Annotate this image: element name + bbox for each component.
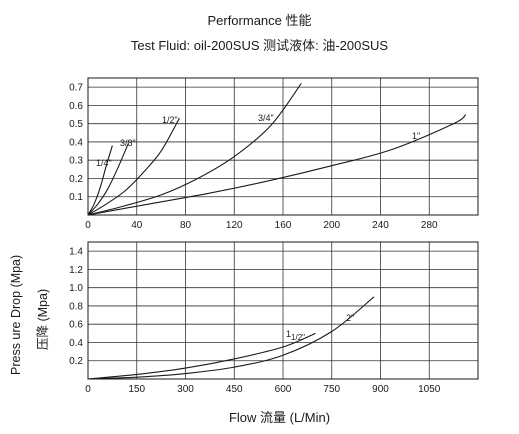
y-axis-label-chinese: 压降 (Mpa) (36, 288, 50, 350)
series-label: 1/4" (96, 158, 112, 168)
y-tick-label: 0.2 (69, 174, 83, 185)
x-tick-label: 900 (372, 384, 389, 395)
y-tick-label: 0.1 (69, 192, 83, 203)
series-line (87, 114, 467, 216)
series-label: 3/4" (258, 113, 274, 123)
y-tick-label: 0.6 (69, 320, 83, 331)
x-tick-label: 600 (275, 384, 292, 395)
x-tick-label: 200 (323, 220, 340, 231)
plot-frame (87, 77, 479, 216)
series-label-fraction: 1/2" (291, 333, 305, 342)
x-axis-label: Flow 流量 (L/Min) (228, 410, 331, 425)
y-tick-label: 0.6 (69, 101, 83, 112)
y-tick-label: 0.3 (69, 156, 83, 167)
x-tick-label: 40 (131, 220, 143, 231)
x-tick-label: 160 (275, 220, 292, 231)
y-tick-label: 0.4 (69, 338, 83, 349)
x-tick-label: 280 (421, 220, 438, 231)
chart-title: Performance 性能 (207, 13, 312, 28)
series-label: 3/8" (120, 138, 136, 148)
y-tick-label: 0.4 (69, 137, 83, 148)
y-axis-label-english: Press ure Drop (Mpa) (9, 254, 23, 375)
series-line (87, 83, 302, 216)
x-tick-label: 300 (177, 384, 194, 395)
plot-frame (87, 241, 479, 380)
x-tick-label: 1050 (418, 384, 441, 395)
series-line (87, 117, 180, 216)
y-tick-label: 0.5 (69, 119, 83, 130)
y-tick-label: 0.2 (69, 356, 83, 367)
series-line (87, 143, 129, 216)
x-tick-label: 150 (128, 384, 145, 395)
x-tick-label: 240 (372, 220, 389, 231)
series-label: 1/2" (162, 115, 178, 125)
y-tick-label: 1.0 (69, 283, 83, 294)
x-tick-label: 80 (180, 220, 192, 231)
series-line (87, 296, 375, 380)
y-tick-label: 0.7 (69, 83, 83, 94)
y-tick-label: 0.8 (69, 301, 83, 312)
x-tick-label: 120 (226, 220, 243, 231)
series-line (87, 332, 316, 380)
x-tick-label: 450 (226, 384, 243, 395)
x-tick-label: 0 (85, 220, 91, 231)
x-tick-label: 0 (85, 384, 91, 395)
series-label: 11/2" (286, 329, 305, 342)
y-tick-label: 1.4 (69, 247, 83, 258)
series-label: 1" (412, 131, 420, 141)
y-tick-label: 1.2 (69, 265, 83, 276)
series-label: 2" (346, 313, 354, 323)
chart-subtitle: Test Fluid: oil-200SUS 测试液体: 油-200SUS (130, 38, 389, 53)
series-line (87, 145, 113, 216)
x-tick-label: 750 (323, 384, 340, 395)
